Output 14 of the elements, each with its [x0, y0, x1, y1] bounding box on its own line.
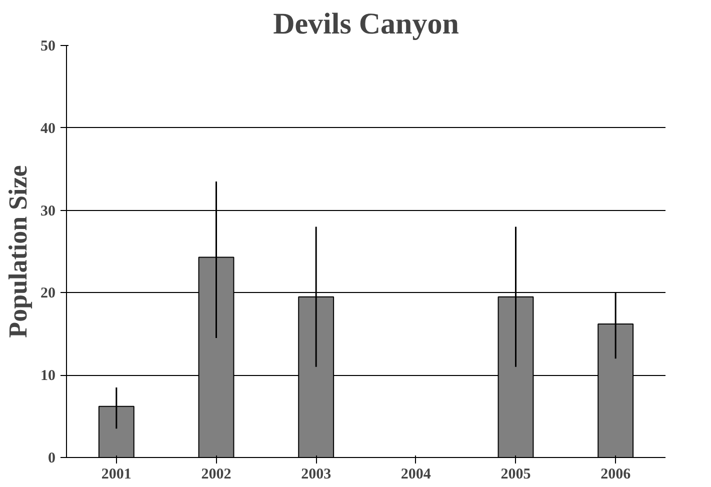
y-axis-title: Population Size: [4, 165, 32, 338]
y-tick-label: 50: [40, 38, 56, 54]
x-tick-label: 2001: [101, 466, 132, 482]
x-tick-label: 2005: [500, 466, 531, 482]
x-tick-label: 2004: [400, 466, 432, 482]
chart-title: Devils Canyon: [273, 8, 460, 40]
x-tick-label: 2006: [600, 466, 632, 482]
x-tick-label: 2002: [201, 466, 232, 482]
y-tick-label: 40: [40, 120, 56, 137]
y-tick-label: 30: [40, 203, 56, 220]
y-tick-label: 0: [48, 450, 56, 466]
y-tick-label: 20: [40, 286, 56, 302]
y-tick-label: 10: [40, 368, 56, 384]
x-tick-label: 2003: [301, 466, 332, 482]
